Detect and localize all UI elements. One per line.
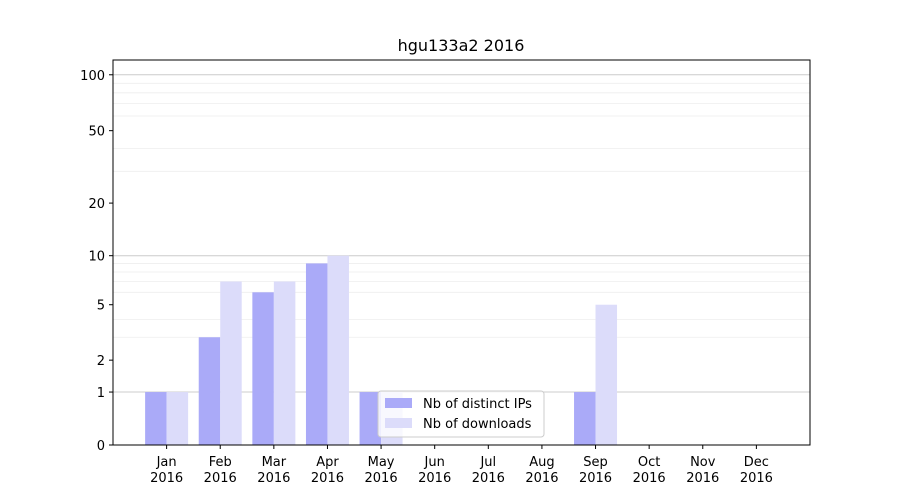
legend-box	[377, 390, 545, 438]
legend-label: Nb of downloads	[423, 417, 532, 432]
x-tick-label: Aug 2016	[525, 455, 558, 486]
bar-downloads	[166, 392, 189, 445]
bar-distinct-ips	[198, 337, 221, 445]
x-tick-year: 2016	[150, 471, 183, 486]
bar-distinct-ips	[145, 392, 167, 445]
x-tick-label: Jan 2016	[150, 455, 183, 486]
bar-downloads	[595, 304, 618, 445]
x-tick-month: Oct	[638, 455, 660, 470]
x-tick-label: Sep 2016	[579, 455, 612, 486]
x-tick-year: 2016	[472, 471, 505, 486]
x-tick-label: Jul 2016	[472, 455, 505, 486]
bar-downloads	[327, 255, 349, 445]
y-axis: 0 1 2 5 10 20 50 100	[80, 69, 113, 454]
x-tick-year: 2016	[311, 471, 344, 486]
x-tick-month: Nov	[690, 455, 716, 470]
x-tick-month: Jun	[424, 455, 445, 470]
y-tick-label: 20	[88, 197, 105, 212]
x-tick-year: 2016	[257, 471, 290, 486]
x-tick-label: Feb 2016	[204, 455, 237, 486]
x-tick-month: May	[368, 455, 395, 470]
legend: Nb of distinct IPs Nb of downloads	[377, 390, 545, 438]
chart-title: hgu133a2 2016	[398, 36, 525, 55]
x-tick-month: Jul	[479, 455, 496, 470]
bar-distinct-ips	[305, 263, 328, 445]
bar-distinct-ips	[359, 392, 382, 445]
legend-label: Nb of distinct IPs	[423, 397, 532, 412]
legend-swatch	[385, 398, 412, 408]
x-tick-year: 2016	[579, 471, 612, 486]
bar-downloads	[220, 281, 242, 445]
y-tick-label: 5	[97, 299, 105, 314]
x-tick-year: 2016	[686, 471, 719, 486]
y-tick-label: 50	[88, 125, 105, 140]
x-tick-label: May 2016	[365, 455, 398, 486]
x-tick-month: Apr	[316, 455, 339, 470]
legend-swatch	[385, 418, 412, 428]
x-tick-year: 2016	[633, 471, 666, 486]
x-tick-month: Feb	[209, 455, 232, 470]
x-tick-month: Jan	[156, 455, 177, 470]
x-tick-label: Jun 2016	[418, 455, 451, 486]
y-tick-label: 10	[88, 250, 105, 265]
bar-distinct-ips	[574, 392, 596, 445]
x-tick-label: Nov 2016	[686, 455, 719, 486]
x-tick-month: Aug	[529, 455, 554, 470]
plot-frame	[112, 59, 811, 446]
y-tick-label: 0	[97, 439, 105, 454]
x-tick-label: Dec 2016	[740, 455, 773, 486]
y-tick-label: 100	[80, 69, 105, 84]
x-tick-label: Apr 2016	[311, 455, 344, 486]
y-tick-label: 1	[97, 386, 105, 401]
x-tick-year: 2016	[740, 471, 773, 486]
x-tick-month: Dec	[744, 455, 769, 470]
x-tick-year: 2016	[365, 471, 398, 486]
y-tick-label: 2	[97, 354, 105, 369]
x-tick-month: Mar	[262, 455, 287, 470]
x-tick-label: Oct 2016	[633, 455, 666, 486]
x-tick-year: 2016	[525, 471, 558, 486]
x-tick-year: 2016	[418, 471, 451, 486]
bar-distinct-ips	[252, 292, 274, 445]
x-tick-label: Mar 2016	[257, 455, 290, 486]
bar-downloads	[273, 281, 296, 445]
x-tick-month: Sep	[583, 455, 608, 470]
x-tick-year: 2016	[204, 471, 237, 486]
